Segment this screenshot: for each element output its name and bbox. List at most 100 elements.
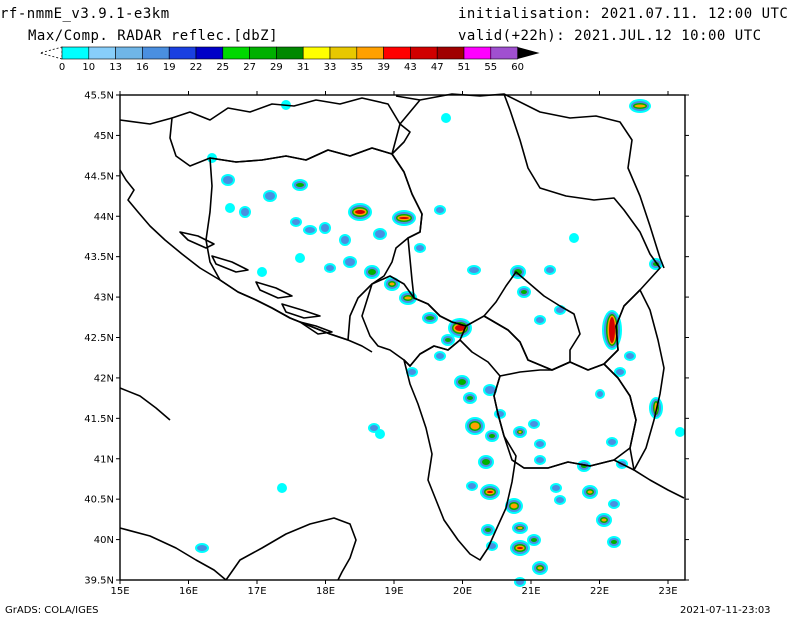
lat-label: 43N — [94, 293, 114, 304]
echo-cell — [494, 409, 506, 419]
border-greece — [511, 459, 685, 499]
echo-cell — [324, 263, 336, 273]
island-3 — [255, 281, 293, 299]
coastline-italy-north — [119, 387, 171, 421]
lat-label: 44N — [94, 212, 114, 223]
island-1 — [179, 231, 215, 249]
island-2 — [211, 255, 249, 273]
echo-cell — [629, 99, 651, 113]
longitude-axis: 15E 16E 17E 18E 19E 20E 21E 22E 23E — [110, 91, 678, 597]
border-bosnia — [205, 147, 423, 341]
echo-cell — [528, 419, 540, 429]
echo-cell — [582, 485, 598, 499]
map-frame — [119, 94, 686, 581]
colorbar-label: 35 — [350, 62, 363, 73]
colorbar-label: 25 — [216, 62, 229, 73]
echo-cell — [454, 375, 470, 389]
echo-cell — [466, 481, 478, 491]
lat-label: 41N — [94, 454, 114, 465]
lat-label: 45.5N — [84, 91, 114, 102]
border-croatia — [169, 97, 411, 167]
colorbar-label: 43 — [404, 62, 417, 73]
echo-cell — [478, 455, 494, 469]
latitude-axis: 45.5N 45N 44.5N 44N 43.5N 43N 42.5N 42N 41.5N 41N… — [84, 91, 689, 587]
echo-cell — [463, 392, 477, 404]
colorbar-label: 60 — [511, 62, 524, 73]
echo-cell — [510, 540, 530, 556]
echo-cell — [303, 225, 317, 235]
echo-cell — [290, 217, 302, 227]
echo-cell — [481, 524, 495, 536]
lat-label: 43.5N — [84, 252, 114, 263]
coastline-croatia — [119, 169, 373, 353]
echo-cell — [434, 351, 446, 361]
echo-cell — [441, 113, 451, 123]
lat-label: 40.5N — [84, 495, 114, 506]
border-macedonia — [493, 361, 637, 469]
echo-cell — [532, 561, 548, 575]
echo-cell — [465, 417, 485, 435]
echo-cell — [554, 495, 566, 505]
echo-cell — [608, 499, 620, 509]
lon-label: 20E — [453, 586, 472, 597]
lon-label: 16E — [179, 586, 198, 597]
echo-cell — [414, 243, 426, 253]
lon-label: 17E — [247, 586, 266, 597]
radar-echoes — [195, 99, 685, 587]
border-north — [395, 93, 665, 269]
valid-time: valid(+22h): 2021.JUL.12 10:00 UTC — [458, 28, 762, 44]
border-slovenia — [119, 117, 173, 125]
echo-cell — [448, 318, 472, 338]
colorbar: 0 10 13 16 19 22 25 27 29 31 33 35 39 43 47 51 55 60 — [38, 46, 540, 73]
lat-label: 39.5N — [84, 576, 114, 587]
coastline-italy — [119, 517, 357, 581]
echo-cell — [624, 351, 636, 361]
lon-label: 23E — [658, 586, 677, 597]
init-time: initialisation: 2021.07.11. 12:00 UTC — [458, 6, 789, 22]
lon-label: 21E — [521, 586, 540, 597]
colorbar-label: 47 — [431, 62, 444, 73]
lon-label: 22E — [590, 586, 609, 597]
echo-cell — [343, 256, 357, 268]
colorbar-label: 51 — [458, 62, 471, 73]
echo-cell — [221, 174, 235, 186]
border-albania — [403, 339, 517, 561]
echo-cell — [544, 265, 556, 275]
echo-cell — [384, 277, 400, 291]
echo-cell — [480, 484, 500, 500]
echo-cell — [339, 234, 351, 246]
lat-label: 41.5N — [84, 414, 114, 425]
echo-cell — [517, 286, 531, 298]
colorbar-label: 31 — [297, 62, 310, 73]
lat-label: 45N — [94, 131, 114, 142]
echo-cell — [422, 312, 438, 324]
echo-cell — [512, 522, 528, 534]
echo-cell — [486, 541, 498, 551]
lat-label: 42N — [94, 373, 114, 384]
echo-cell — [550, 483, 562, 493]
echo-cell — [195, 543, 209, 553]
colorbar-label: 0 — [59, 62, 65, 73]
colorbar-label: 39 — [377, 62, 390, 73]
colorbar-over-arrow — [517, 47, 540, 59]
colorbar-label: 10 — [82, 62, 95, 73]
island-4 — [281, 303, 321, 319]
echo-cell — [364, 265, 380, 279]
echo-cell — [295, 253, 305, 263]
grads-credit: GrADS: COLA/IGES — [5, 605, 99, 616]
lat-label: 40N — [94, 535, 114, 546]
echo-cell — [596, 513, 612, 527]
echo-cell — [513, 426, 527, 438]
echo-cell — [239, 206, 251, 218]
echo-cell — [534, 315, 546, 325]
echo-cell — [483, 384, 497, 396]
colorbar-label: 16 — [136, 62, 149, 73]
echo-cell — [399, 291, 417, 305]
echo-cell — [595, 389, 605, 399]
echo-cell — [434, 205, 446, 215]
run-timestamp: 2021-07-11-23:03 — [680, 605, 771, 616]
echo-cell — [441, 334, 455, 346]
border-bulgaria — [603, 289, 665, 471]
colorbar-label: 19 — [163, 62, 176, 73]
